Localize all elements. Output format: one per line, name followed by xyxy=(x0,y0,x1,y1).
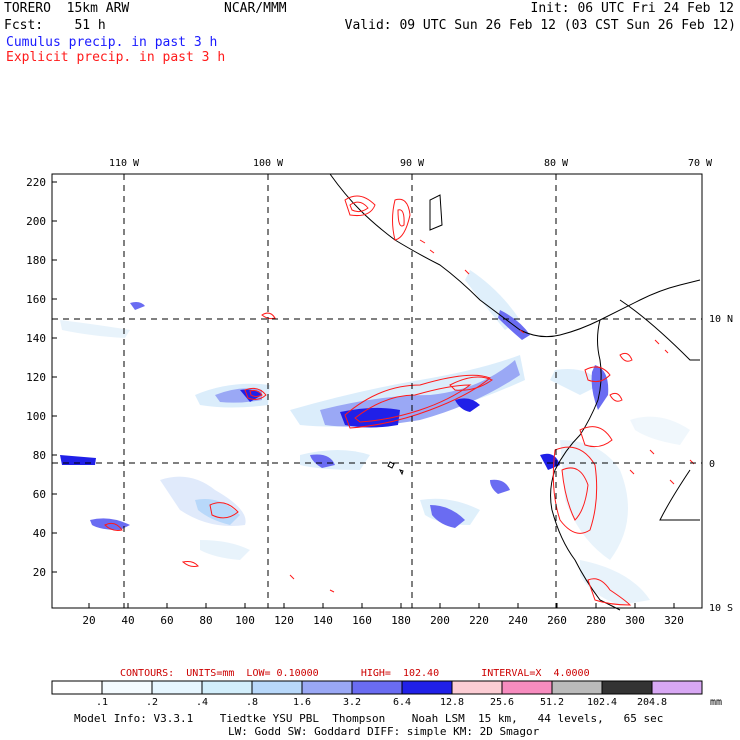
colorbar-swatch xyxy=(51,680,103,695)
field-cumulus-label: Cumulus precip. in past 3 h xyxy=(6,35,218,50)
x-tick-label: 260 xyxy=(547,614,567,627)
x-tick-label: 240 xyxy=(508,614,528,627)
y-tick-label: 60 xyxy=(33,488,46,501)
colorbar-swatch xyxy=(101,680,153,695)
y-tick-label: 40 xyxy=(33,527,46,540)
org-label: NCAR/MMM xyxy=(224,1,287,16)
y-tick-label: 100 xyxy=(26,410,46,423)
x-tick-label: 200 xyxy=(430,614,450,627)
lon-label-90w: 90 W xyxy=(400,158,425,169)
x-tick-label: 220 xyxy=(469,614,489,627)
x-tick-label: 300 xyxy=(625,614,645,627)
y-tick-label: 80 xyxy=(33,449,46,462)
colorbar-swatch xyxy=(301,680,353,695)
axis-ticks xyxy=(52,181,675,608)
colorbar-label: 1.6 xyxy=(293,697,311,708)
x-tick-label: 100 xyxy=(235,614,255,627)
colorbar-label: 51.2 xyxy=(540,697,564,708)
x-tick-label: 120 xyxy=(274,614,294,627)
colorbar-swatch xyxy=(201,680,253,695)
explicit-precip-contours xyxy=(104,195,695,606)
y-tick-label: 180 xyxy=(26,254,46,267)
contours-info: CONTOURS: UNITS=mm LOW= 0.10000 HIGH= 10… xyxy=(120,668,590,679)
y-tick-label: 20 xyxy=(33,566,46,579)
lon-label-110w: 110 W xyxy=(109,158,140,169)
lon-label-70w: 70 W xyxy=(688,158,713,169)
model-physics: LW: Godd SW: Goddard DIFF: simple KM: 2D… xyxy=(228,725,540,738)
x-tick-label: 160 xyxy=(352,614,372,627)
x-tick-label: 60 xyxy=(160,614,173,627)
x-tick-label: 180 xyxy=(391,614,411,627)
colorbar-swatch xyxy=(151,680,203,695)
colorbar-swatch xyxy=(601,680,653,695)
valid-time: Valid: 09 UTC Sun 26 Feb 12 (03 CST Sun … xyxy=(344,18,736,33)
x-tick-label: 140 xyxy=(313,614,333,627)
x-tick-label: 80 xyxy=(199,614,212,627)
colorbar-label: 204.8 xyxy=(637,697,667,708)
colorbar-swatch xyxy=(651,680,703,695)
field-explicit-label: Explicit precip. in past 3 h xyxy=(6,50,226,65)
colorbar-label: .1 xyxy=(96,697,108,708)
colorbar-label: 6.4 xyxy=(393,697,411,708)
colorbar-label: .8 xyxy=(246,697,258,708)
model-title: TORERO 15km ARW xyxy=(4,1,130,16)
init-time: Init: 06 UTC Fri 24 Feb 12 xyxy=(530,1,735,16)
colorbar-label: .2 xyxy=(146,697,158,708)
colorbar-label: 102.4 xyxy=(587,697,617,708)
colorbar-swatch xyxy=(401,680,453,695)
cumulus-light-shading xyxy=(60,270,690,605)
x-tick-label: 320 xyxy=(664,614,684,627)
colorbar-label: 25.6 xyxy=(490,697,514,708)
lon-label-80w: 80 W xyxy=(544,158,569,169)
lat-lon-grid xyxy=(52,174,702,608)
x-tick-label: 40 xyxy=(121,614,134,627)
map-frame xyxy=(51,173,703,609)
forecast-hour: Fcst: 51 h xyxy=(4,18,106,33)
lat-label-0: 0 xyxy=(709,459,715,470)
colorbar-swatch xyxy=(551,680,603,695)
x-tick-label: 20 xyxy=(82,614,95,627)
colorbar-label: .4 xyxy=(196,697,208,708)
coastlines xyxy=(329,173,701,611)
colorbar-swatch xyxy=(501,680,553,695)
lat-label-10s: 10 S xyxy=(709,603,733,614)
y-tick-label: 220 xyxy=(26,176,46,189)
model-info: Model Info: V3.3.1 Tiedtke YSU PBL Thomp… xyxy=(74,712,664,725)
y-tick-label: 160 xyxy=(26,293,46,306)
colorbar-swatch xyxy=(351,680,403,695)
y-tick-label: 200 xyxy=(26,215,46,228)
colorbar-units: mm xyxy=(710,697,722,708)
colorbar-swatch xyxy=(251,680,303,695)
lon-label-100w: 100 W xyxy=(253,158,284,169)
y-tick-label: 140 xyxy=(26,332,46,345)
colorbar-label: 12.8 xyxy=(440,697,464,708)
colorbar-label: 3.2 xyxy=(343,697,361,708)
lat-label-10n: 10 N xyxy=(709,314,733,325)
colorbar-swatch xyxy=(451,680,503,695)
colorbar xyxy=(51,680,703,695)
y-tick-label: 120 xyxy=(26,371,46,384)
x-tick-label: 280 xyxy=(586,614,606,627)
